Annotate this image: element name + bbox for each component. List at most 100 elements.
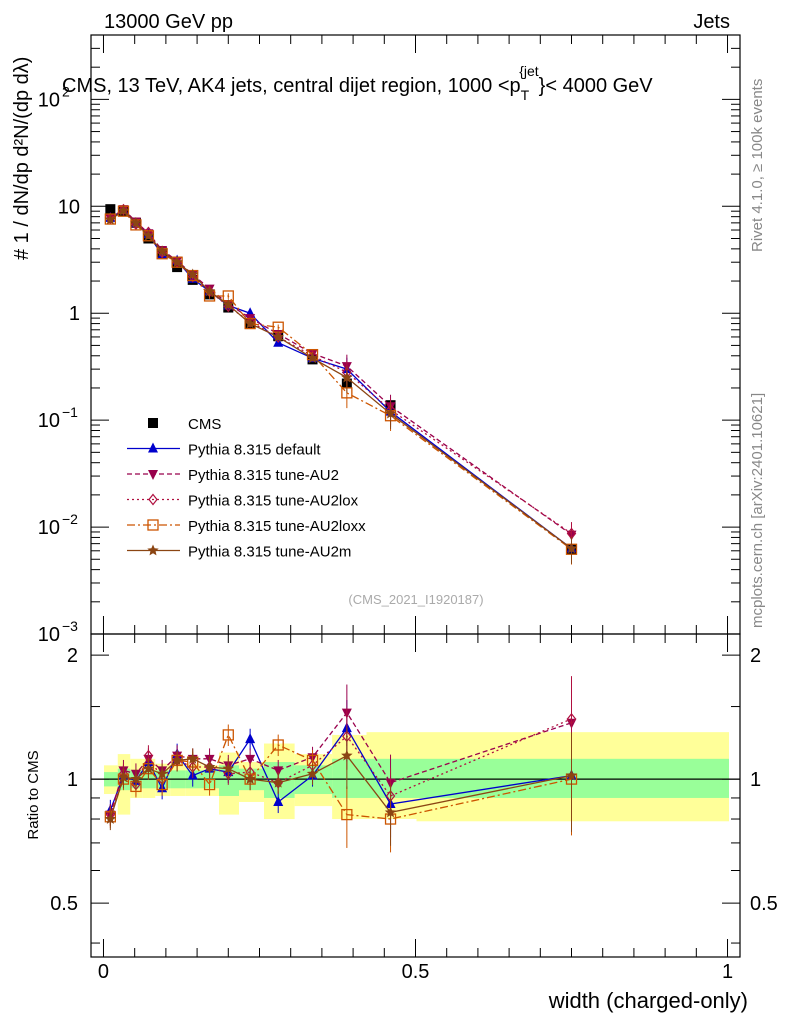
x-tick-label: 0.5 [402, 961, 430, 983]
data-point [203, 285, 216, 297]
data-point [244, 317, 256, 329]
data-point [203, 761, 216, 772]
data-point [245, 754, 256, 765]
plot-title: CMS, 13 TeV, AK4 jets, central dijet reg… [62, 63, 653, 103]
data-point [117, 771, 130, 783]
y-tick-label: 10 [38, 517, 60, 539]
data-point [147, 544, 159, 556]
data-point [306, 767, 319, 779]
y-tick-label-exponent: −3 [62, 618, 78, 634]
x-tick-label: 0 [98, 961, 109, 983]
ratio-y-tick-label: 2 [67, 645, 78, 667]
y-tick-label: 10 [38, 89, 60, 111]
ratio-line-AU2 [109, 711, 572, 815]
legend-item-AU2loxx: Pythia 8.315 tune-AU2loxx [127, 518, 366, 535]
x-tick-label: 1 [722, 961, 733, 983]
data-point [222, 762, 234, 774]
legend-label: Pythia 8.315 tune-AU2 [188, 467, 339, 484]
data-point [245, 315, 255, 328]
data-point [341, 749, 353, 761]
data-point [171, 256, 183, 268]
data-point [222, 298, 234, 310]
data-point [187, 268, 199, 280]
data-point [187, 752, 199, 764]
data-point [148, 493, 158, 506]
side-label-top: Rivet 4.1.0, ≥ 100k events [749, 79, 766, 252]
data-point [384, 806, 397, 818]
analysis-id: (CMS_2021_I1920187) [348, 592, 483, 607]
data-point [244, 773, 256, 784]
data-point [272, 739, 284, 751]
data-point [341, 808, 353, 821]
data-point [566, 712, 577, 725]
ratio-y-tick-label-right: 0.5 [750, 893, 778, 915]
ratio-y-tick-label-right: 1 [750, 769, 761, 791]
legend-item-AU2lox: Pythia 8.315 tune-AU2lox [127, 493, 359, 510]
data-point [117, 204, 130, 216]
header-right: Jets [693, 11, 730, 33]
legend-item-default: Pythia 8.315 default [127, 442, 321, 459]
legend-item-AU2m: Pythia 8.315 tune-AU2m [127, 544, 351, 561]
ratio-y-tick-label: 1 [67, 769, 78, 791]
data-point [341, 371, 353, 383]
series-line-AU2loxx [109, 210, 572, 550]
y-tick-label-exponent: −1 [62, 404, 78, 420]
plot-title-sub: T [521, 87, 530, 103]
ratio-ylabel: Ratio to CMS [25, 750, 42, 839]
data-point [384, 407, 397, 419]
data-point [148, 418, 158, 428]
xlabel: width (charged-only) [548, 988, 748, 1013]
ratio-line-AU2loxx [109, 733, 572, 820]
data-point [156, 767, 168, 779]
legend: CMS Pythia 8.315 default Pythia 8.315 tune… [127, 416, 366, 561]
data-point [273, 795, 284, 806]
legend-label: Pythia 8.315 tune-AU2m [188, 544, 351, 561]
data-point [171, 754, 183, 766]
data-point [245, 733, 256, 744]
y-tick-label: 10 [38, 624, 60, 646]
data-point [148, 470, 158, 480]
ratio-y-tick-label-right: 2 [750, 645, 761, 667]
y-tick-label-exponent: −2 [62, 511, 78, 527]
data-point [272, 330, 284, 342]
data-point [104, 813, 117, 824]
main-ylabel-text: # 1 / dN/dp d²N/(dp dλ) [11, 57, 33, 260]
y-tick-label: 10 [58, 196, 80, 218]
uncertainty-band-green [332, 758, 367, 798]
header-left: 13000 GeV pp [104, 11, 233, 33]
legend-label: Pythia 8.315 tune-AU2loxx [188, 518, 366, 535]
data-point [222, 729, 234, 741]
data-point [142, 229, 155, 241]
data-point [118, 203, 129, 216]
ratio-series-AU2m [104, 727, 578, 846]
data-point [306, 352, 319, 363]
main-ylabel: # 1 / dN/dp d²N/(dp dλ) [11, 57, 33, 260]
data-point [565, 769, 578, 781]
data-point [203, 778, 216, 791]
y-tick-label-exponent: 2 [62, 83, 70, 99]
legend-label: CMS [188, 416, 221, 433]
y-tick-label: 10 [38, 410, 60, 432]
data-point [130, 773, 142, 784]
data-point [142, 762, 155, 774]
data-point [105, 204, 116, 215]
data-point [156, 245, 168, 257]
legend-item-AU2: Pythia 8.315 tune-AU2 [127, 467, 339, 484]
ratio-y-tick-label: 0.5 [50, 893, 78, 915]
y-tick-label: 1 [69, 303, 80, 325]
data-point [272, 776, 284, 788]
plot-title-sup: {jet [519, 63, 539, 79]
series-AU2m [104, 204, 578, 564]
data-point [147, 519, 159, 531]
legend-label: Pythia 8.315 default [188, 442, 321, 459]
plot-title-end: }< 4000 GeV [539, 75, 654, 97]
data-point [148, 442, 158, 453]
side-label-bottom: mcplots.cern.ch [arXiv:2401.10621] [749, 393, 766, 628]
legend-item-CMS: CMS [148, 416, 221, 433]
plot-title-main: CMS, 13 TeV, AK4 jets, central dijet reg… [62, 75, 521, 97]
data-point [565, 542, 578, 554]
data-point [104, 213, 117, 225]
data-point [273, 766, 284, 777]
legend-label: Pythia 8.315 tune-AU2lox [188, 493, 359, 510]
